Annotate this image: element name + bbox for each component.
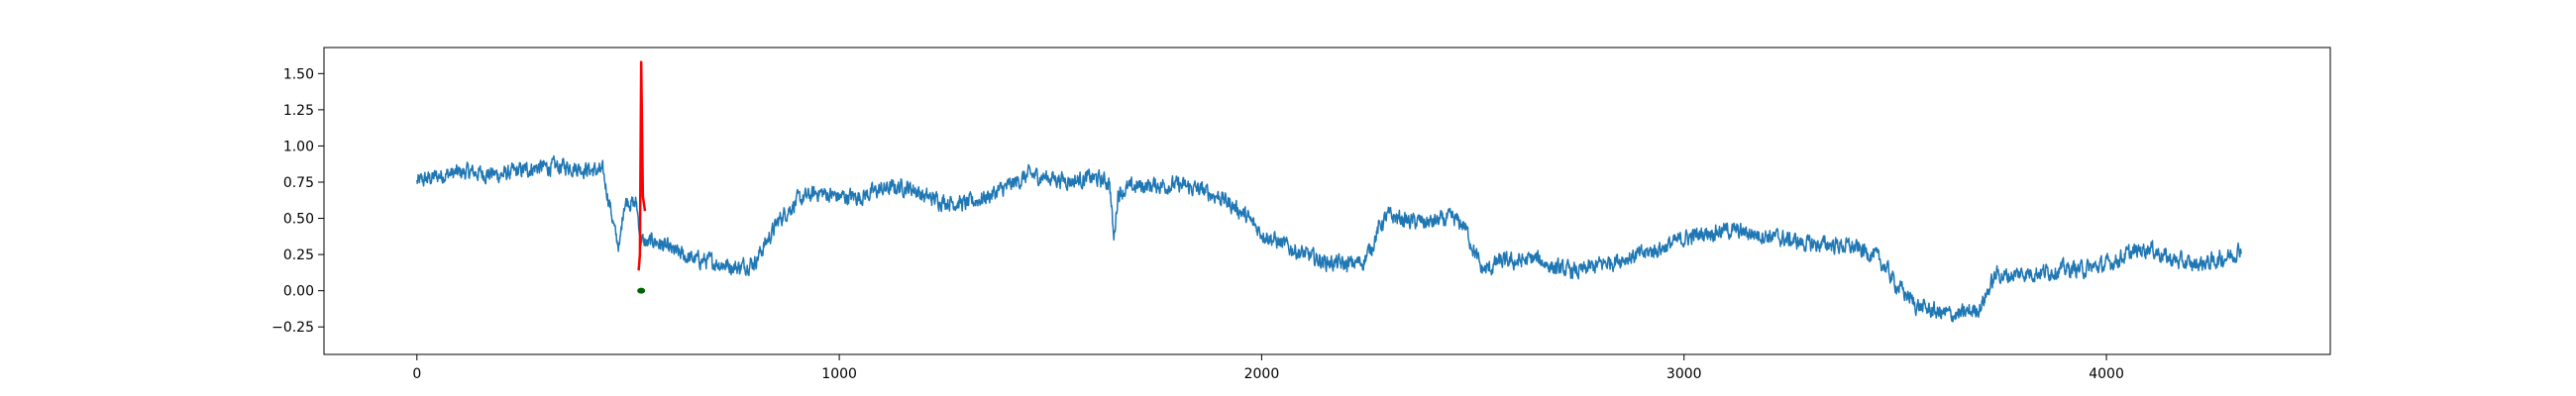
y-axis: −0.25 0.00 0.25 0.50 0.75 1.00 1.25 1.50 [271,66,324,336]
series-main-line [416,154,2242,323]
y-tick-label: 0.75 [283,175,314,191]
x-tick-label: 2000 [1244,366,1280,382]
y-tick-label: 1.00 [283,139,314,154]
series-highlight-line [637,60,647,271]
series-marker-point [637,287,646,294]
series-layer [416,60,2242,323]
y-tick-label: 0.25 [283,248,314,263]
y-tick-label: 0.50 [283,212,314,228]
y-tick-label: 0.00 [283,284,314,300]
y-tick-label: −0.25 [271,320,314,336]
y-tick-label: 1.25 [283,103,314,119]
x-tick-label: 0 [412,366,421,382]
plot-frame [323,47,2331,355]
x-tick-label: 3000 [1666,366,1702,382]
x-tick-label: 1000 [821,366,857,382]
y-tick-label: 1.50 [283,66,314,82]
x-tick-label: 4000 [2089,366,2124,382]
x-axis: 0 1000 2000 3000 4000 [412,354,2124,382]
